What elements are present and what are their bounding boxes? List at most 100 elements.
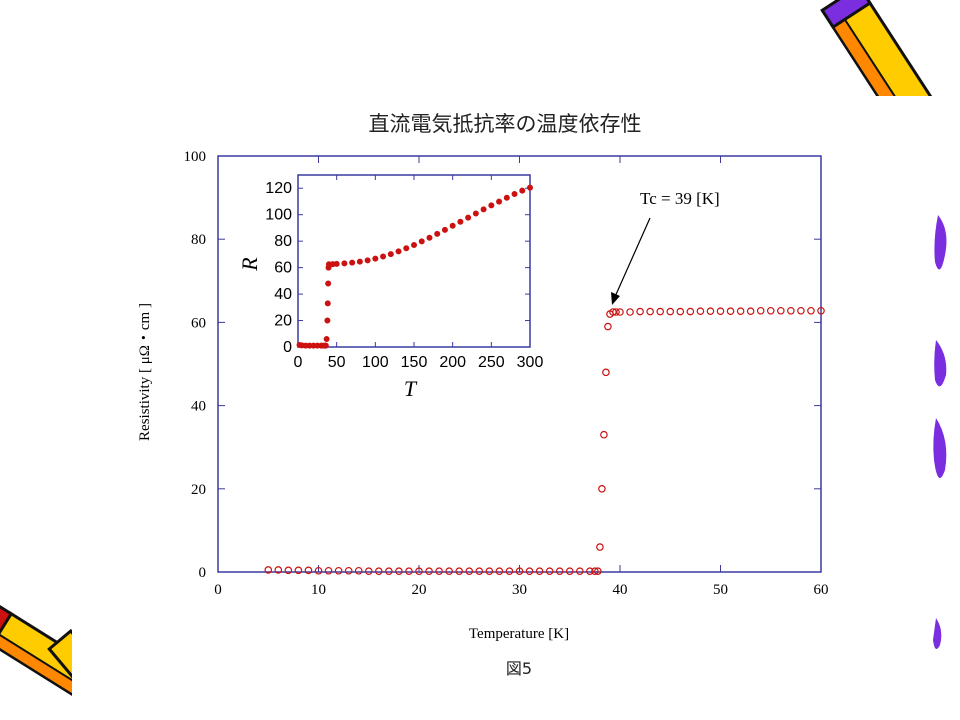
tc-annotation-arrow <box>613 217 651 300</box>
x-tick-label: 10 <box>311 582 326 598</box>
data-point <box>284 566 293 575</box>
data-point <box>726 307 735 315</box>
data-point <box>455 567 464 575</box>
data-point <box>646 307 654 316</box>
data-point <box>385 567 393 575</box>
data-point <box>495 567 504 575</box>
data-point <box>526 184 533 191</box>
main-axis-ticks: 0 10 20 30 40 50 60 0 20 40 60 80 100 <box>184 149 829 598</box>
data-point <box>488 202 495 209</box>
data-point <box>380 253 387 260</box>
x-tick-label: 30 <box>512 582 527 598</box>
data-point <box>435 567 443 575</box>
data-point <box>418 238 425 245</box>
data-point <box>596 543 604 551</box>
data-point <box>485 567 494 575</box>
inset-x-axis-label: T <box>404 376 418 401</box>
data-point <box>511 191 518 198</box>
data-point <box>356 258 363 265</box>
data-point <box>503 194 510 201</box>
y-tick-label: 100 <box>184 149 207 165</box>
data-point <box>676 307 685 316</box>
data-point <box>600 430 608 439</box>
x-tick-label: 20 <box>412 582 427 598</box>
x-tick-label: 0 <box>294 354 303 371</box>
y-tick-label: 60 <box>191 315 206 331</box>
data-point <box>746 307 755 315</box>
figure-caption: 図5 <box>506 659 532 678</box>
x-tick-label: 60 <box>814 582 829 598</box>
data-point <box>354 566 363 575</box>
data-point <box>787 306 795 315</box>
data-point <box>555 567 564 575</box>
y-tick-label: 100 <box>265 207 292 224</box>
pencil-cover <box>820 96 960 156</box>
data-point <box>776 306 785 315</box>
y-tick-label: 20 <box>191 482 206 498</box>
data-point <box>314 566 323 575</box>
data-point <box>449 222 456 229</box>
data-point <box>457 218 464 225</box>
data-point <box>604 322 612 331</box>
data-point <box>686 307 695 316</box>
data-point <box>756 306 765 315</box>
data-point <box>465 214 472 221</box>
data-point <box>294 566 303 575</box>
data-point <box>387 251 394 258</box>
data-point <box>334 566 343 575</box>
x-tick-label: 250 <box>478 354 505 371</box>
data-point <box>480 206 487 213</box>
data-point <box>594 567 602 575</box>
data-point <box>706 307 715 315</box>
data-point <box>636 307 644 316</box>
brush-strokes-icon <box>933 215 947 649</box>
tc-arrow-head <box>611 292 620 305</box>
data-point <box>797 306 805 315</box>
data-point <box>434 230 441 237</box>
data-point <box>525 567 534 575</box>
data-point <box>395 567 403 575</box>
y-axis-label: Resistivity [ μΩ・cm ] <box>137 303 153 441</box>
data-point <box>591 567 599 575</box>
x-tick-label: 100 <box>362 354 389 371</box>
inset-y-axis-label: R <box>237 257 262 272</box>
data-point <box>575 567 584 575</box>
pencil-cover <box>72 600 172 720</box>
inset-plot-frame <box>297 174 531 348</box>
y-tick-label: 20 <box>274 313 292 330</box>
chart-title: 直流電気抵抗率の温度依存性 <box>369 112 642 136</box>
data-point <box>519 187 526 194</box>
x-tick-label: 300 <box>517 354 544 371</box>
x-axis-label: Temperature [K] <box>469 626 569 642</box>
y-tick-label: 60 <box>274 260 292 277</box>
x-tick-label: 50 <box>713 582 728 598</box>
data-point <box>565 567 574 575</box>
data-point <box>586 567 594 575</box>
data-point <box>344 566 353 575</box>
data-point <box>341 260 348 267</box>
data-point <box>807 306 815 315</box>
y-tick-label: 40 <box>274 286 292 303</box>
data-point <box>325 280 332 287</box>
x-tick-label: 50 <box>328 354 346 371</box>
data-point <box>602 368 610 377</box>
data-point <box>609 308 617 316</box>
x-tick-label: 150 <box>401 354 428 371</box>
data-point <box>505 567 514 575</box>
data-point <box>324 300 331 307</box>
x-tick-label: 40 <box>613 582 628 598</box>
data-point <box>598 484 606 493</box>
x-tick-label: 200 <box>439 354 466 371</box>
data-point <box>264 566 273 574</box>
y-tick-label: 40 <box>191 399 206 415</box>
data-point <box>426 234 433 241</box>
data-point <box>716 307 725 315</box>
data-point <box>395 248 402 255</box>
data-point <box>349 259 356 266</box>
data-point <box>696 307 705 315</box>
data-point <box>626 308 634 316</box>
data-point <box>766 306 775 315</box>
data-point <box>403 245 410 252</box>
data-point <box>364 567 373 575</box>
